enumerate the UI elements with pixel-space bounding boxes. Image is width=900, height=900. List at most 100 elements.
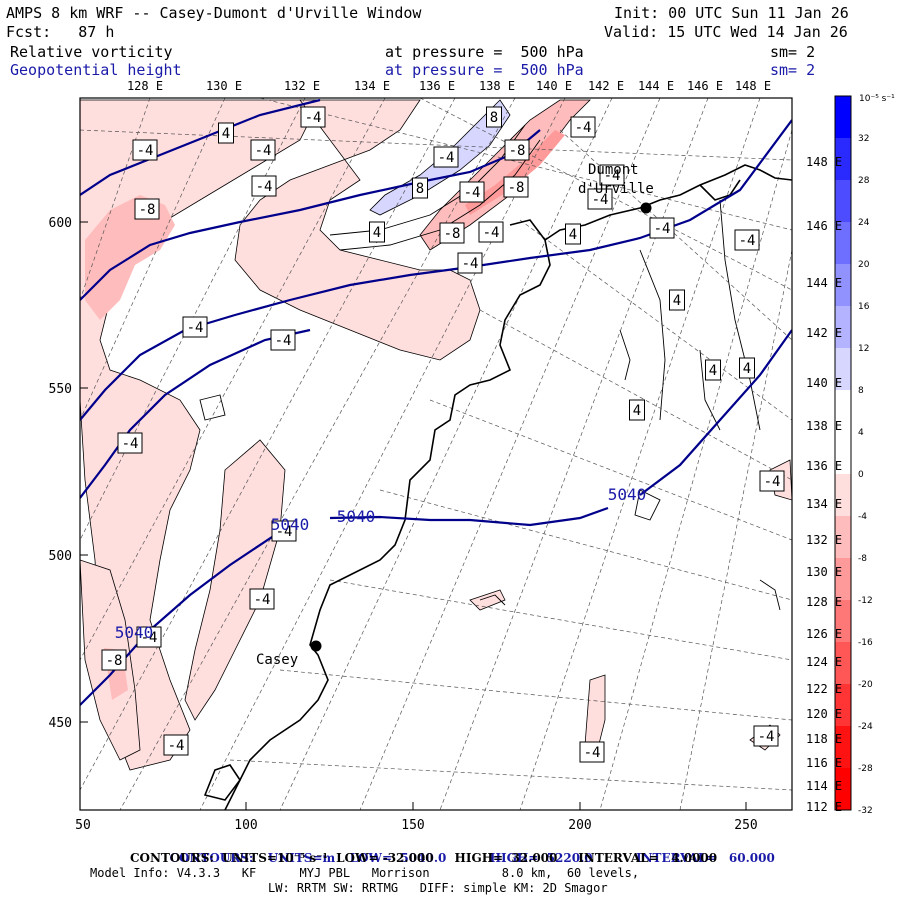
top-lon-label: 138 E <box>479 79 515 93</box>
svg-text:8: 8 <box>490 110 498 126</box>
x-tick-label: 250 <box>734 818 757 833</box>
dumont-station-marker <box>640 202 652 214</box>
colorbar-label: -12 <box>858 596 873 606</box>
vorticity-contour-label: -4 <box>136 626 162 648</box>
right-lon-label: 136 E <box>806 459 842 473</box>
vorticity-contour-label: -4 <box>570 116 596 138</box>
vorticity-contour-label: 4 <box>218 122 234 144</box>
svg-text:4: 4 <box>222 126 230 142</box>
right-lon-label: 128 E <box>806 595 842 609</box>
colorbar-swatch <box>835 222 851 265</box>
right-lon-label: 126 E <box>806 627 842 641</box>
vorticity-contour-label: 4 <box>369 221 385 243</box>
height-contour-labels: 5040 5040 5040 5040 <box>115 485 647 642</box>
svg-text:-4: -4 <box>275 333 292 349</box>
plot-area <box>80 98 792 810</box>
colorbar-label: -28 <box>858 764 873 774</box>
right-lon-label: 114 E <box>806 779 842 793</box>
field2-smoothing: sm= 2 <box>770 61 816 79</box>
vorticity-contour-label: -4 <box>759 470 785 492</box>
colorbar-swatch <box>835 432 851 475</box>
vorticity-contour-label: -4 <box>250 139 276 161</box>
colorbar-label: -8 <box>858 554 867 564</box>
right-lon-label: 122 E <box>806 682 842 696</box>
footer-height-contours: CONTOURS: UNITS=m LOW= 5040.0 HIGH= 5220… <box>169 851 775 865</box>
colorbar-swatch <box>835 516 851 559</box>
vorticity-contour-label: -8 <box>439 222 465 244</box>
colorbar-swatch <box>835 600 851 643</box>
x-tick-label: 150 <box>401 818 424 833</box>
colorbar-label: 12 <box>858 344 869 354</box>
svg-text:5040: 5040 <box>337 507 376 526</box>
colorbar-label: -24 <box>858 722 873 732</box>
top-lon-label: 134 E <box>354 79 390 93</box>
svg-text:8: 8 <box>416 181 424 197</box>
vorticity-contour-label: -4 <box>132 139 158 161</box>
svg-text:-4: -4 <box>276 524 293 540</box>
right-lon-label: 116 E <box>806 756 842 770</box>
top-lon-label: 136 E <box>419 79 455 93</box>
vorticity-contour-label: -4 <box>753 725 779 747</box>
top-lon-label: 132 E <box>284 79 320 93</box>
colorbar-swatch <box>835 558 851 601</box>
vorticity-contour-label: -4 <box>587 188 613 210</box>
y-tick-label: 450 <box>49 716 72 731</box>
casey-station-marker <box>310 640 322 652</box>
vorticity-contour-labels: -4 -44-4-4-8-48-8-4-48 -8-4-44 -8 4-4-4-444 4… <box>101 106 785 763</box>
svg-text:-4: -4 <box>758 729 775 745</box>
colorbar-label: -16 <box>858 638 873 648</box>
vorticity-contour-label: -4 <box>163 734 189 756</box>
dumont-label-line1: Dumont <box>588 162 639 178</box>
y-tick-label: 600 <box>49 216 72 231</box>
right-lon-label: 148 E <box>806 155 842 169</box>
right-lon-label: 132 E <box>806 533 842 547</box>
height-contour-label: 5040 <box>337 507 376 526</box>
right-lon-label: 112 E <box>806 800 842 814</box>
axis-ticks <box>79 221 747 810</box>
top-lon-label: 144 E <box>638 79 674 93</box>
footer-vorticity-contours: CONTOURS: UNITS=10⁻⁵ s⁻¹ LOW= -32.000 HI… <box>130 851 718 865</box>
height-contour-label: 5040 <box>608 485 647 504</box>
right-lon-label: 144 E <box>806 276 842 290</box>
vorticity-contour-label: -4 <box>271 520 297 542</box>
colorbar-label: 4 <box>858 428 864 438</box>
vorticity-contour-label: -4 <box>117 432 143 454</box>
colorbar-swatch <box>835 264 851 307</box>
svg-text:-4: -4 <box>764 474 781 490</box>
svg-text:-8: -8 <box>508 180 525 196</box>
coastline <box>203 164 792 810</box>
vorticity-contour-label: -4 <box>734 229 760 251</box>
svg-text:-8: -8 <box>509 143 526 159</box>
colorbar: 10⁻⁵ s⁻¹ 32 28 24 20 16 12 8 4 0 -4 -8 -12 -16 -20 -24 -… <box>834 94 895 816</box>
vorticity-contour-label: -4 <box>433 146 459 168</box>
colorbar-label: 16 <box>858 302 870 312</box>
y-tick-label: 550 <box>49 382 72 397</box>
vorticity-contour-label: -8 <box>101 649 127 671</box>
vorticity-contour-label: 4 <box>739 357 755 379</box>
colorbar-label: 24 <box>858 218 870 228</box>
field2-name: Geopotential height <box>10 61 182 79</box>
colorbar-swatch <box>835 390 851 433</box>
right-lon-label: 124 E <box>806 655 842 669</box>
colorbar-label: -20 <box>858 680 873 690</box>
top-lon-label: 140 E <box>536 79 572 93</box>
y-axis-labels: 600 550 500 450 <box>49 216 72 731</box>
svg-text:-4: -4 <box>575 120 592 136</box>
svg-text:-8: -8 <box>139 202 156 218</box>
svg-text:-4: -4 <box>254 592 271 608</box>
colorbar-swatch <box>835 138 851 181</box>
right-lon-label: 140 E <box>806 376 842 390</box>
height-contour-label: 5040 <box>115 623 154 642</box>
vorticity-contour-label: 4 <box>565 223 581 245</box>
colorbar-swatch <box>835 96 851 139</box>
colorbar-label: 20 <box>858 260 870 270</box>
vorticity-contour-label: -8 <box>134 198 160 220</box>
colorbar-frame <box>834 95 852 811</box>
field1-pressure: at pressure = 500 hPa <box>385 43 584 61</box>
svg-text:-4: -4 <box>141 630 158 646</box>
top-lon-label: 128 E <box>127 79 163 93</box>
svg-text:4: 4 <box>743 361 751 377</box>
vorticity-contour-label: -8 <box>504 139 530 161</box>
vorticity-contour-label: -4 <box>182 316 208 338</box>
